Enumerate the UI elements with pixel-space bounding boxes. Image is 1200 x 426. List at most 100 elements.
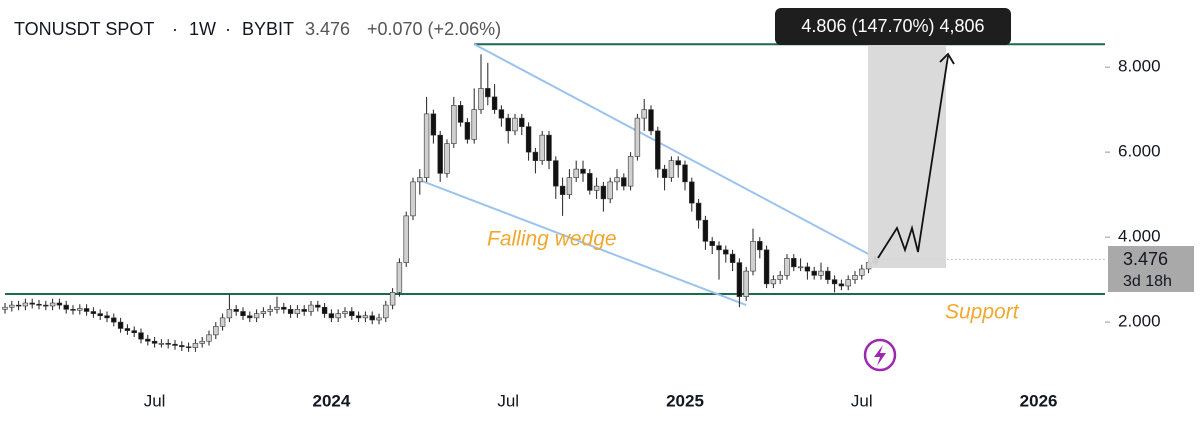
candle-body (83, 308, 90, 312)
candle-body (315, 304, 321, 308)
candle-body (396, 262, 403, 293)
candle-body (831, 279, 838, 285)
candle-body (852, 275, 858, 280)
candle-body (206, 334, 212, 342)
candle-body (36, 303, 42, 306)
candle-body (471, 109, 477, 140)
candle-body (43, 304, 49, 307)
candle-body (763, 249, 770, 285)
candle-body (77, 308, 83, 311)
candle-body (804, 266, 811, 272)
candle-body (621, 177, 627, 187)
x-tick-label: Jul (497, 391, 519, 410)
x-tick-label: Jul (144, 391, 166, 410)
candle-body (791, 258, 797, 268)
candle-body (49, 302, 56, 307)
candle-body (111, 317, 117, 323)
candle-body (729, 253, 736, 263)
candle-body (70, 309, 76, 311)
candle-body (532, 151, 539, 161)
pattern-label: Falling wedge (487, 228, 617, 251)
candle-body (335, 313, 341, 319)
candle-body (2, 306, 8, 310)
candle-body (485, 88, 491, 98)
candle-body (689, 181, 695, 204)
candle-body (478, 88, 484, 110)
candle-body (546, 134, 552, 161)
candle-body (104, 315, 110, 319)
candle-body (389, 292, 396, 306)
projection-box (868, 44, 946, 268)
candle-body (675, 160, 681, 166)
candle-body (593, 185, 600, 191)
candle-body (355, 315, 362, 319)
candle-body (859, 268, 865, 276)
exchange: BYBIT (242, 19, 294, 39)
candle-body (213, 326, 219, 336)
candle-body (709, 241, 715, 246)
candle-body (655, 130, 661, 170)
candle-body (15, 304, 22, 307)
candle-body (641, 109, 647, 119)
candle-body (627, 156, 634, 187)
candle-body (668, 160, 675, 178)
candle-body (342, 311, 348, 314)
support-label: Support (945, 301, 1020, 324)
candle-body (29, 302, 35, 305)
candle-body (784, 258, 790, 276)
candle-body (587, 173, 593, 191)
x-tick-label: 2024 (312, 391, 350, 410)
candle-body (634, 117, 641, 157)
candle-body (614, 177, 620, 183)
candle-body (287, 309, 294, 314)
candle-body (124, 328, 131, 331)
candle-body (321, 306, 328, 314)
candle-body (845, 279, 851, 287)
candle-body (294, 309, 301, 314)
y-tick-label: 4.000 (1118, 227, 1161, 246)
arrow-head (939, 52, 955, 65)
trend-line (473, 43, 870, 255)
candle-body (736, 262, 743, 297)
candle-body (260, 311, 267, 314)
x-tick-label: 2026 (1020, 391, 1058, 410)
measure-label: 4.806 (147.70%) 4,806 (801, 16, 984, 36)
candle-body (9, 304, 15, 308)
candle-body (138, 332, 144, 340)
candle-body (600, 185, 607, 200)
candle-body (308, 304, 314, 312)
y-tick-label: 6.000 (1118, 142, 1161, 161)
candle-body (797, 266, 804, 269)
candle-body (63, 304, 69, 310)
candle-body (199, 340, 205, 344)
candle-body (702, 219, 709, 242)
alert-icon (863, 338, 897, 372)
overlay: 2.000 4.000 6.000 8.000 Jul 2024 Jul 2025 Jul 202… (144, 57, 1161, 411)
candle-body (566, 177, 573, 195)
candle-body (648, 109, 654, 132)
candle-body (185, 346, 192, 349)
candle-body (165, 343, 171, 345)
candle-body (695, 202, 702, 221)
candle-body (172, 343, 178, 346)
price-tag-value: 3.476 (1123, 249, 1168, 269)
x-tick-label: Jul (851, 391, 873, 410)
interval: 1W (189, 19, 216, 39)
x-tick-label: 2025 (666, 391, 704, 410)
candle-body (247, 315, 253, 319)
alert-bolt (874, 345, 886, 366)
candle-body (233, 309, 239, 312)
candle-body (403, 215, 409, 263)
candle-body (498, 109, 505, 119)
candle-body (192, 343, 199, 348)
candle-body (838, 283, 845, 287)
candle-body (362, 315, 369, 319)
candle-body (328, 313, 335, 319)
candle-body (349, 311, 355, 317)
candle-body (117, 321, 124, 329)
candle-body (151, 340, 158, 344)
candle-body (383, 304, 389, 319)
candle-body (444, 143, 450, 174)
candle-body (240, 311, 246, 317)
candle-body (430, 113, 437, 136)
